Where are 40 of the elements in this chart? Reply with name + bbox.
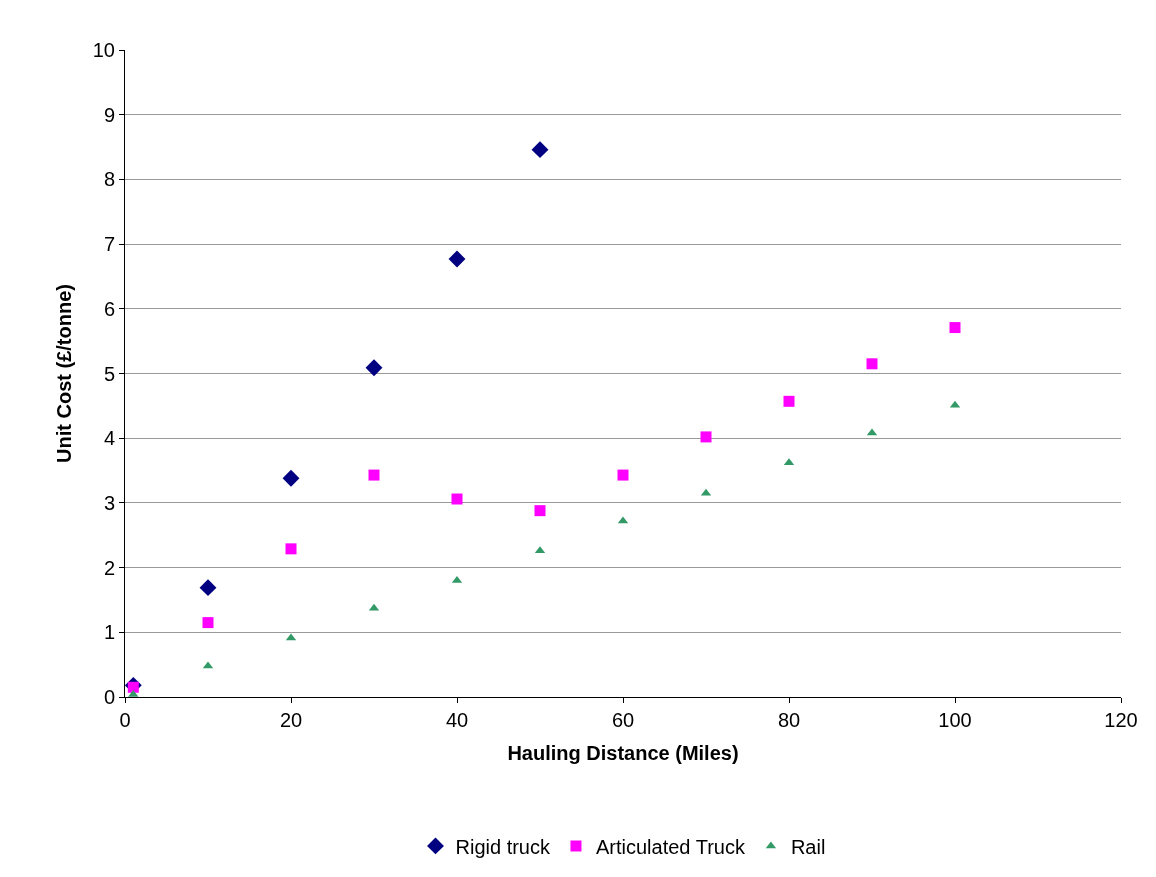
y-tick-label: 6: [103, 297, 115, 320]
point: [368, 469, 380, 481]
point: [531, 141, 549, 159]
y-tick-label: 3: [103, 491, 115, 514]
point: [128, 689, 139, 697]
legend-label: Articulated Truck: [595, 835, 746, 858]
point: [700, 431, 712, 443]
point: [617, 469, 629, 481]
y-tick-label: 5: [103, 362, 115, 385]
legend-label: Rail: [790, 835, 826, 858]
x-tick-label: 80: [777, 709, 801, 731]
point: [202, 617, 214, 629]
point: [127, 681, 139, 693]
x-tick-label: 0: [119, 709, 131, 731]
y-tick-label: 7: [103, 233, 115, 256]
point: [448, 250, 466, 268]
point: [451, 493, 463, 505]
point: [783, 395, 795, 407]
y-tick-label: 2: [103, 556, 115, 579]
y-tick-label: 4: [103, 427, 115, 450]
x-tick-label: 20: [279, 709, 303, 731]
point: [534, 505, 546, 517]
y-axis-title: Unit Cost (£/tonne): [53, 284, 76, 463]
x-tick-label: 120: [1104, 709, 1138, 731]
y-tick-label: 0: [103, 686, 115, 708]
point: [365, 359, 383, 377]
x-axis-title: Hauling Distance (Miles): [507, 741, 739, 764]
y-tick-label: 1: [103, 621, 115, 644]
point: [285, 543, 297, 555]
point: [199, 579, 217, 597]
point: [866, 358, 878, 370]
point: [282, 469, 300, 487]
y-tick-label: 9: [103, 103, 115, 126]
point: [949, 322, 961, 334]
y-tick-label: 10: [92, 39, 115, 61]
x-tick-label: 40: [445, 709, 469, 731]
y-tick-label: 8: [103, 168, 115, 191]
x-tick-label: 100: [938, 709, 972, 731]
legend-label: Rigid truck: [455, 835, 551, 858]
x-tick-label: 60: [611, 709, 635, 731]
